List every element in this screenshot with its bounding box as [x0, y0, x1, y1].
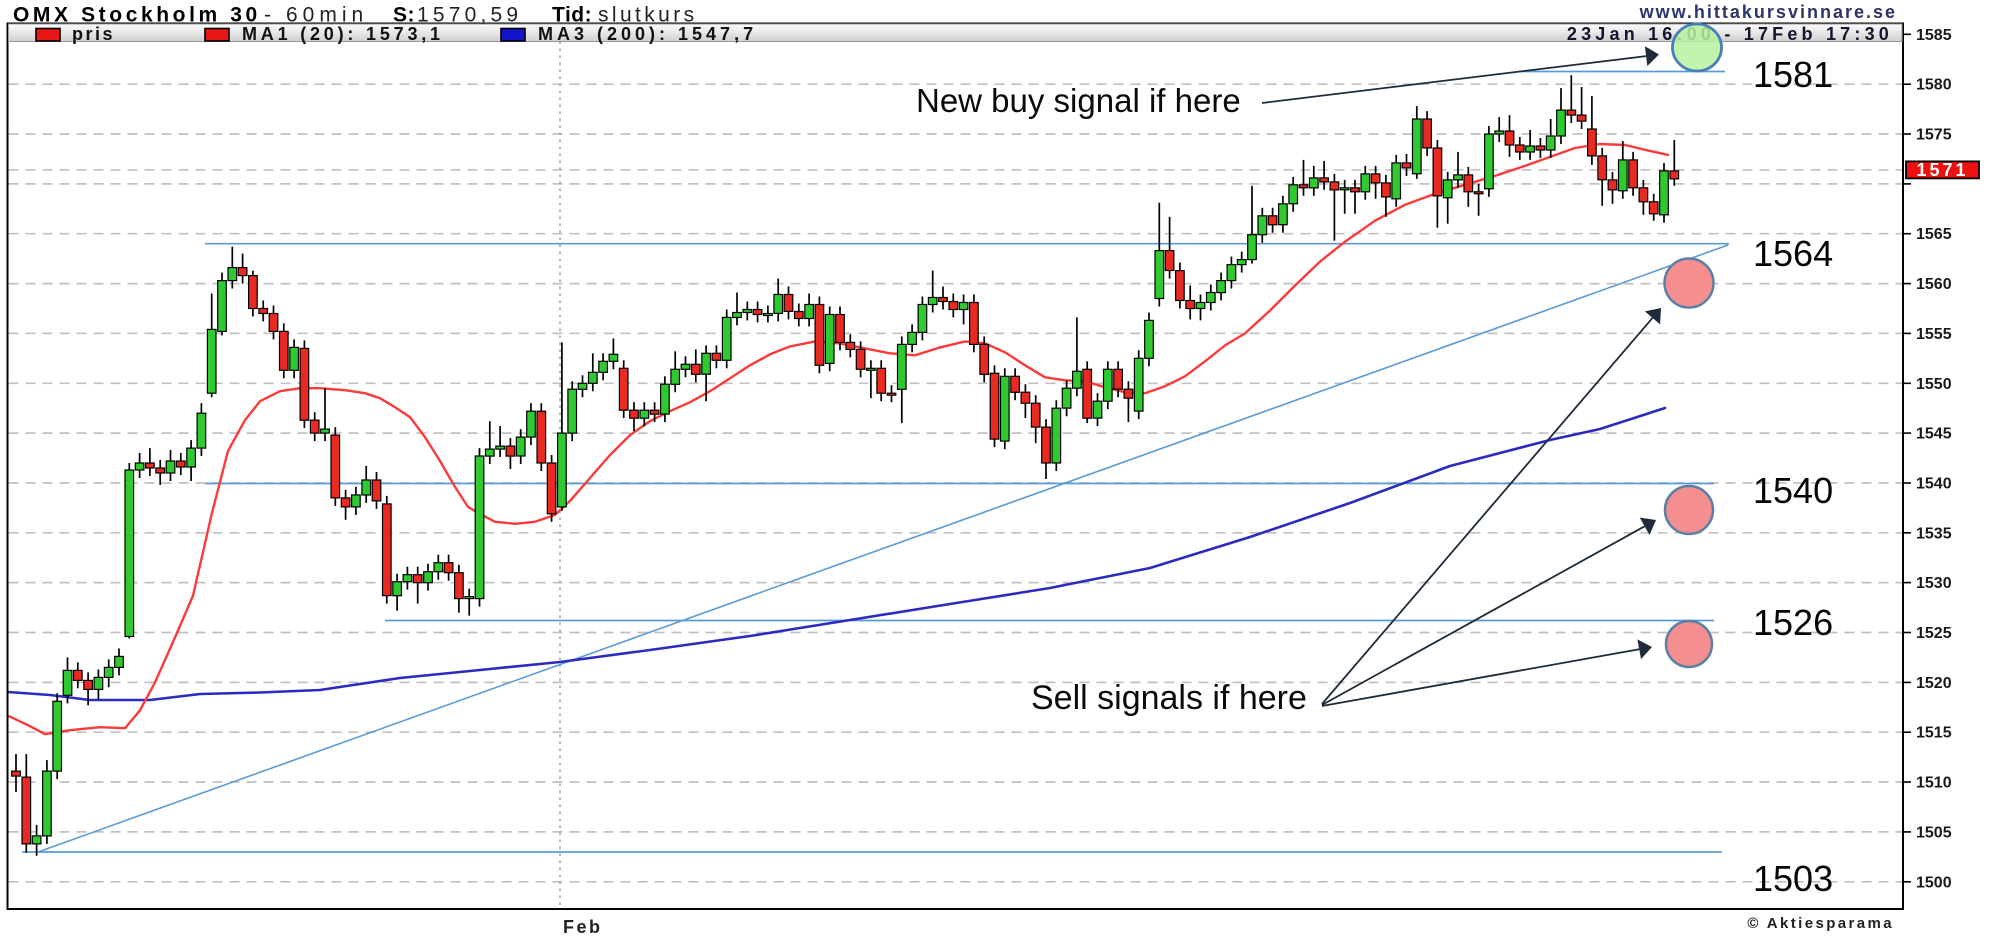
svg-text:MA3 (200): 1547,7: MA3 (200): 1547,7: [538, 24, 757, 44]
svg-text:60min: 60min: [286, 4, 368, 27]
svg-text:1530: 1530: [1916, 575, 1952, 592]
svg-text:23Jan 16:00 - 17Feb 17:30: 23Jan 16:00 - 17Feb 17:30: [1567, 24, 1893, 44]
svg-text:1515: 1515: [1916, 725, 1952, 742]
svg-text:1535: 1535: [1916, 525, 1952, 542]
svg-text:1560: 1560: [1916, 276, 1952, 293]
svg-text:1581: 1581: [1753, 54, 1833, 95]
svg-text:1505: 1505: [1916, 824, 1952, 841]
svg-text:1570,59: 1570,59: [417, 4, 522, 27]
svg-text:1564: 1564: [1753, 233, 1833, 274]
svg-text:1571: 1571: [1916, 160, 1968, 180]
svg-text:MA1 (20): 1573,1: MA1 (20): 1573,1: [242, 24, 444, 44]
svg-text:-: -: [264, 4, 271, 27]
svg-text:slutkurs: slutkurs: [598, 4, 698, 27]
svg-text:1500: 1500: [1916, 874, 1952, 891]
svg-text:1545: 1545: [1916, 426, 1952, 443]
svg-text:New buy signal if here: New buy signal if here: [916, 82, 1241, 119]
svg-text:1510: 1510: [1916, 775, 1952, 792]
svg-text:1585: 1585: [1916, 27, 1952, 44]
svg-text:1565: 1565: [1916, 226, 1952, 243]
svg-text:Tid:: Tid:: [552, 4, 592, 27]
svg-text:1520: 1520: [1916, 675, 1952, 692]
svg-text:OMX Stockholm 30: OMX Stockholm 30: [13, 4, 261, 27]
svg-text:1555: 1555: [1916, 326, 1952, 343]
svg-text:© Aktiesparama: © Aktiesparama: [1747, 915, 1894, 932]
svg-text:pris: pris: [72, 24, 115, 44]
svg-text:S:: S:: [393, 4, 415, 27]
svg-text:1540: 1540: [1916, 475, 1952, 492]
svg-text:Feb: Feb: [563, 917, 603, 936]
svg-text:1550: 1550: [1916, 376, 1952, 393]
svg-text:1525: 1525: [1916, 625, 1952, 642]
svg-text:1580: 1580: [1916, 77, 1952, 94]
svg-text:www.hittakursvinnare.se: www.hittakursvinnare.se: [1639, 2, 1897, 22]
svg-text:1540: 1540: [1753, 470, 1833, 511]
svg-text:1575: 1575: [1916, 127, 1952, 144]
svg-text:Sell signals if here: Sell signals if here: [1031, 679, 1307, 717]
svg-text:1526: 1526: [1753, 602, 1833, 643]
svg-text:1503: 1503: [1753, 858, 1833, 899]
